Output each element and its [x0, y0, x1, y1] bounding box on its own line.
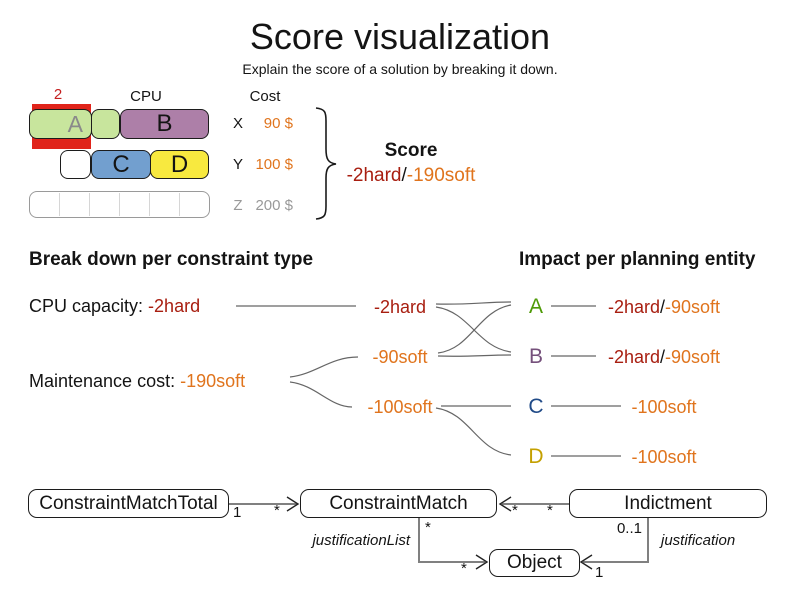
impact-soft: -90soft	[665, 297, 721, 317]
entity-b-impact: -2hard/-90soft	[584, 347, 744, 368]
multiplicity-cmt-one: 1	[233, 504, 242, 521]
machine-x-cost: 90 $	[263, 115, 293, 132]
impact-heading: Impact per planning entity	[519, 249, 756, 270]
multiplicity-ind-object-one: 1	[595, 564, 604, 581]
class-constraint-match: ConstraintMatch	[300, 489, 497, 518]
score-value: -2hard/-190soft	[331, 165, 491, 187]
score-separator: /	[401, 165, 407, 186]
machine-z-label: Z	[233, 197, 243, 214]
class-object: Object	[489, 549, 580, 577]
overload-count-label: 2	[53, 86, 63, 103]
entity-a-label: A	[528, 295, 543, 318]
machine-y-cost: 100 $	[255, 156, 293, 173]
entity-b-label: B	[528, 345, 543, 368]
entity-c-label: C	[528, 395, 544, 418]
impact-hard: -2hard	[607, 297, 660, 317]
constraint-name: Maintenance cost:	[29, 371, 181, 391]
brace-shape	[315, 107, 337, 220]
constraint-maintenance-cost: Maintenance cost: -190soft	[29, 371, 245, 392]
justification-list-label: justificationList	[312, 532, 410, 549]
impact-soft: -100soft	[631, 447, 697, 467]
constraint-match-soft-100: -100soft	[367, 397, 433, 417]
constraint-name: CPU capacity:	[29, 296, 149, 316]
impact-soft: -100soft	[631, 397, 697, 417]
breakdown-heading: Break down per constraint type	[29, 249, 314, 270]
constraint-score: -190soft	[180, 371, 246, 391]
process-box-b: B	[120, 109, 209, 139]
constraint-match-soft-90: -90soft	[372, 347, 428, 367]
page-title: Score visualization	[249, 16, 551, 57]
entity-d-label: D	[528, 445, 544, 468]
entity-d-impact: -100soft	[584, 447, 744, 468]
constraint-score: -2hard	[148, 296, 201, 316]
class-constraint-match-total: ConstraintMatchTotal	[28, 489, 229, 518]
multiplicity-ind-cm-star-left: *	[512, 502, 518, 519]
multiplicity-cmt-star: *	[274, 502, 280, 519]
impact-separator: /	[659, 347, 665, 367]
multiplicity-ind-cm-star-right: *	[547, 502, 553, 519]
multiplicity-ind-object-01: 0..1	[616, 520, 642, 537]
score-hard-part: -2hard	[346, 165, 402, 186]
machine-y-label: Y	[232, 156, 243, 173]
machine-z-cost: 200 $	[255, 197, 293, 214]
justification-label: justification	[661, 532, 736, 549]
cpu-column-header: CPU	[130, 88, 162, 105]
score-heading: Score	[384, 140, 438, 161]
constraint-match-hard: -2hard	[373, 297, 427, 317]
constraint-cpu-capacity: CPU capacity: -2hard	[29, 296, 200, 317]
impact-separator: /	[659, 297, 665, 317]
entity-c-impact: -100soft	[584, 397, 744, 418]
grid-divider	[59, 193, 60, 216]
class-indictment: Indictment	[569, 489, 767, 518]
process-slot-green	[91, 109, 120, 139]
grid-divider	[149, 193, 150, 216]
process-box-c: C	[91, 150, 151, 179]
machine-x-label: X	[232, 115, 243, 132]
score-soft-part: -190soft	[406, 165, 476, 186]
cost-column-header: Cost	[249, 88, 281, 105]
page-subtitle: Explain the score of a solution by break…	[242, 61, 558, 77]
multiplicity-cm-object-star-bottom: *	[461, 560, 467, 577]
grid-divider	[119, 193, 120, 216]
impact-hard: -2hard	[607, 347, 660, 367]
grid-divider	[89, 193, 90, 216]
grid-divider	[179, 193, 180, 216]
impact-soft: -90soft	[665, 347, 721, 367]
process-box-a: A	[29, 109, 92, 139]
empty-slot-box	[60, 150, 91, 179]
multiplicity-cm-object-star-top: *	[425, 519, 431, 536]
machine-z-empty-grid	[29, 191, 210, 218]
entity-a-impact: -2hard/-90soft	[584, 297, 744, 318]
process-box-d: D	[150, 150, 209, 179]
